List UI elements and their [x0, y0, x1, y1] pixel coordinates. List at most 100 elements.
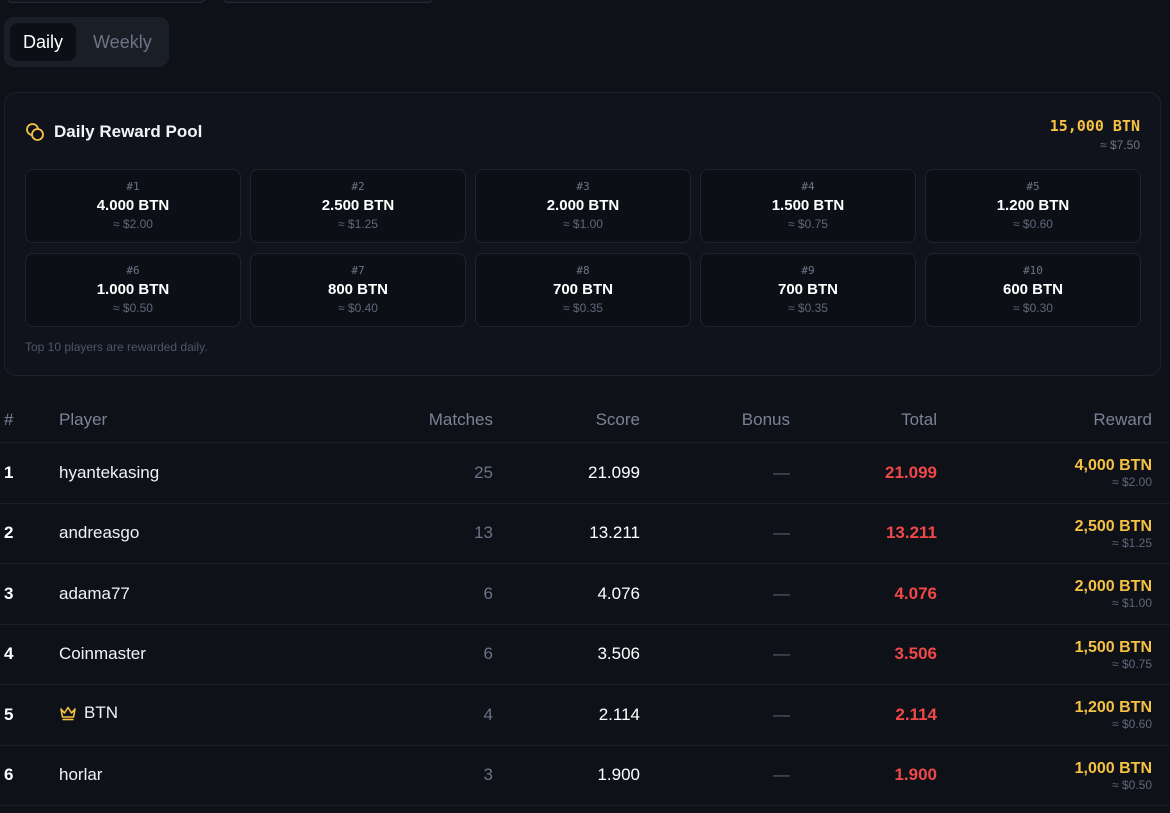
row-total: 4.076 — [790, 563, 937, 625]
reward-usd: ≈ $1.25 — [1112, 535, 1152, 550]
reward-pool-note: Top 10 players are rewarded daily. — [25, 340, 208, 354]
reward-tier-rank: #1 — [126, 180, 140, 193]
row-bonus: — — [640, 563, 790, 625]
row-reward: 1,000 BTN ≈ $0.50 — [937, 745, 1170, 806]
reward-tier-amount: 1.200 BTN — [996, 197, 1070, 214]
reward-tier-amount: 700 BTN — [777, 281, 839, 298]
crown-icon — [59, 705, 77, 721]
header-score[interactable]: Score — [493, 397, 640, 443]
reward-tier-cell: #9 700 BTN ≈ $0.35 — [700, 253, 916, 327]
table-header-row: # Player Matches Score Bonus Total Rewar… — [0, 397, 1170, 443]
row-rank: 4 — [0, 624, 59, 685]
row-matches: 25 — [319, 442, 493, 504]
reward-tier-cell: #4 1.500 BTN ≈ $0.75 — [700, 169, 916, 243]
reward-tier-usd: ≈ $0.35 — [788, 301, 828, 315]
row-total: 13.211 — [790, 503, 937, 564]
reward-tier-usd: ≈ $0.75 — [788, 217, 828, 231]
player-name[interactable]: hyantekasing — [59, 462, 160, 482]
row-score: 13.211 — [493, 503, 640, 564]
table-row[interactable]: 4 Coinmaster 6 3.506—3.506 1,500 BTN ≈ $0.75 — [0, 624, 1170, 685]
row-matches: 6 — [319, 563, 493, 625]
player-name[interactable]: andreasgo — [59, 523, 140, 543]
reward-tier-cell: #7 800 BTN ≈ $0.40 — [250, 253, 466, 327]
leaderboard-table: # Player Matches Score Bonus Total Rewar… — [0, 397, 1170, 806]
tab-weekly[interactable]: Weekly — [93, 31, 152, 52]
row-reward: 2,500 BTN ≈ $1.25 — [937, 503, 1170, 564]
reward-tier-rank: #8 — [576, 264, 590, 277]
reward-usd: ≈ $0.60 — [1112, 717, 1152, 732]
row-bonus: — — [640, 684, 790, 746]
reward-tier-rank: #5 — [1026, 180, 1040, 193]
reward-tier-usd: ≈ $0.60 — [1013, 217, 1053, 231]
reward-amount: 1,200 BTN — [1074, 699, 1152, 717]
reward-tier-cell: #2 2.500 BTN ≈ $1.25 — [250, 169, 466, 243]
reward-amount: 4,000 BTN — [1074, 457, 1152, 475]
table-row[interactable]: 2 andreasgo 13 13.211—13.211 2,500 BTN ≈ $1.2… — [0, 503, 1170, 564]
row-player: horlar — [59, 745, 319, 806]
row-bonus: — — [640, 624, 790, 685]
row-score: 2.114 — [493, 684, 640, 746]
row-score: 3.506 — [493, 624, 640, 685]
row-matches: 4 — [319, 684, 493, 746]
header-matches[interactable]: Matches — [319, 397, 493, 443]
reward-amount: 1,000 BTN — [1074, 759, 1152, 777]
top-control-right[interactable] — [222, 0, 434, 3]
reward-tier-cell: #1 4.000 BTN ≈ $2.00 — [25, 169, 241, 243]
reward-tier-usd: ≈ $0.30 — [1013, 301, 1053, 315]
row-player: andreasgo — [59, 503, 319, 564]
reward-tier-rank: #10 — [1023, 264, 1043, 277]
header-rank[interactable]: # — [0, 397, 59, 443]
header-player[interactable]: Player — [59, 397, 319, 443]
coins-icon — [25, 122, 45, 142]
reward-tier-amount: 2.500 BTN — [321, 197, 395, 214]
reward-tier-cell: #6 1.000 BTN ≈ $0.50 — [25, 253, 241, 327]
reward-usd: ≈ $0.75 — [1112, 656, 1152, 671]
table-row[interactable]: 6 horlar 3 1.900—1.900 1,000 BTN ≈ $0.50 — [0, 745, 1170, 806]
row-rank: 6 — [0, 745, 59, 806]
row-matches: 13 — [319, 503, 493, 564]
reward-tier-rank: #2 — [351, 180, 365, 193]
row-rank: 1 — [0, 442, 59, 504]
reward-tier-rank: #6 — [126, 264, 140, 277]
row-reward: 1,200 BTN ≈ $0.60 — [937, 684, 1170, 746]
row-total: 3.506 — [790, 624, 937, 685]
reward-tier-amount: 1.000 BTN — [96, 281, 170, 298]
reward-tier-cell: #5 1.200 BTN ≈ $0.60 — [925, 169, 1141, 243]
reward-pool-total: 15,000 BTN ≈ $7.50 — [1050, 117, 1140, 152]
player-name[interactable]: Coinmaster — [59, 644, 146, 664]
player-name[interactable]: adama77 — [59, 583, 130, 603]
row-bonus: — — [640, 745, 790, 806]
reward-tier-rank: #4 — [801, 180, 815, 193]
reward-pool-total-usd: ≈ $7.50 — [1100, 138, 1140, 152]
row-score: 21.099 — [493, 442, 640, 504]
header-total[interactable]: Total — [790, 397, 937, 443]
row-reward: 4,000 BTN ≈ $2.00 — [937, 442, 1170, 504]
row-matches: 6 — [319, 624, 493, 685]
table-row[interactable]: 5 BTN 4 2.114—2.114 1,200 BTN ≈ $0.60 — [0, 684, 1170, 746]
row-reward: 2,000 BTN ≈ $1.00 — [937, 563, 1170, 625]
table-row[interactable]: 3 adama77 6 4.076—4.076 2,000 BTN ≈ $1.00 — [0, 563, 1170, 625]
reward-tier-usd: ≈ $2.00 — [113, 217, 153, 231]
reward-tier-usd: ≈ $1.25 — [338, 217, 378, 231]
player-name[interactable]: horlar — [59, 765, 103, 785]
header-bonus[interactable]: Bonus — [640, 397, 790, 443]
reward-tier-cell: #3 2.000 BTN ≈ $1.00 — [475, 169, 691, 243]
tab-daily[interactable]: Daily — [10, 23, 77, 61]
reward-tier-amount: 800 BTN — [327, 281, 389, 298]
reward-tier-cell: #10 600 BTN ≈ $0.30 — [925, 253, 1141, 327]
reward-usd: ≈ $0.50 — [1112, 777, 1152, 792]
top-control-left[interactable] — [6, 0, 206, 3]
player-name[interactable]: BTN — [84, 703, 118, 723]
reward-tier-cell: #8 700 BTN ≈ $0.35 — [475, 253, 691, 327]
reward-pool-header: Daily Reward Pool — [25, 122, 202, 142]
table-row[interactable]: 1 hyantekasing 25 21.099—21.099 4,000 BTN ≈ $… — [0, 442, 1170, 504]
reward-tier-amount: 700 BTN — [552, 281, 614, 298]
reward-pool-total-amount: 15,000 BTN — [1049, 117, 1140, 135]
period-tabs: Daily Weekly — [4, 17, 169, 67]
reward-amount: 2,500 BTN — [1074, 517, 1152, 535]
header-reward[interactable]: Reward — [937, 397, 1170, 443]
row-rank: 3 — [0, 563, 59, 625]
reward-usd: ≈ $1.00 — [1112, 596, 1152, 611]
reward-tier-amount: 600 BTN — [1002, 281, 1064, 298]
